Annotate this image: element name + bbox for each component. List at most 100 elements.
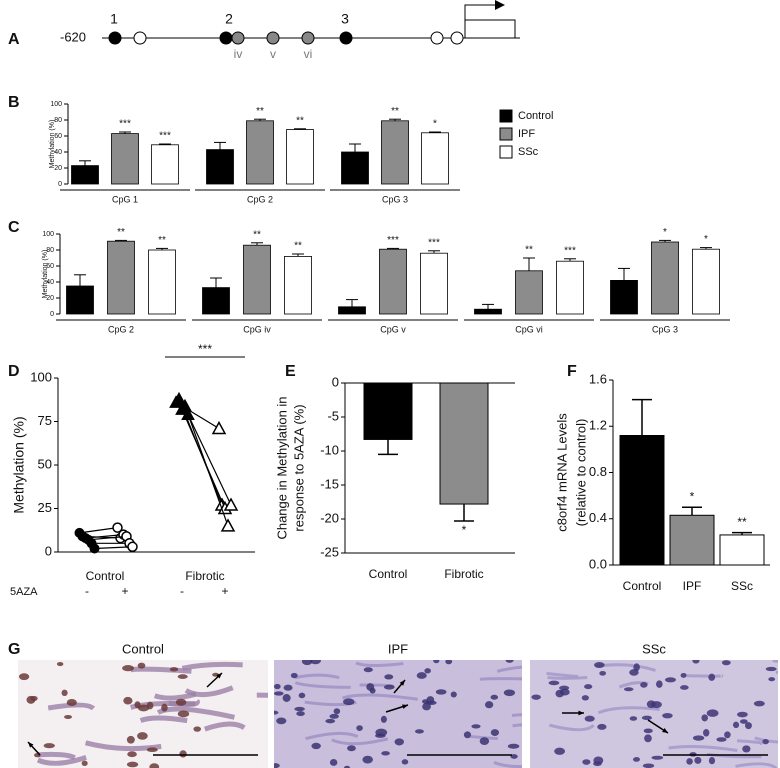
- site-letter: vi: [304, 47, 313, 61]
- point-after: [112, 522, 123, 533]
- x-tick-label: Control: [623, 579, 662, 593]
- nucleus: [414, 729, 424, 734]
- nucleus: [490, 729, 499, 737]
- y-axis-title: Change in Methylation in: [274, 396, 289, 539]
- micrograph-title: Control: [122, 641, 164, 656]
- nucleus: [762, 739, 769, 745]
- bar: [610, 279, 638, 315]
- nucleus: [61, 689, 68, 697]
- bar: [692, 248, 720, 315]
- fiber: [547, 675, 588, 680]
- fiber: [36, 755, 87, 766]
- nucleus: [716, 737, 727, 742]
- x-tick-label: CpG 3: [652, 324, 678, 334]
- significance: *: [433, 119, 437, 130]
- nucleus: [599, 670, 607, 676]
- x-tick-label: Fibrotic: [444, 567, 483, 581]
- nucleus: [401, 759, 409, 765]
- micrograph: [274, 660, 522, 768]
- nucleus: [329, 713, 339, 719]
- treatment-level: -: [180, 584, 184, 598]
- significance: ***: [387, 235, 399, 246]
- bar: [284, 255, 312, 315]
- y-tick-label: 60: [54, 133, 62, 140]
- nucleus: [347, 745, 356, 752]
- y-axis-title: response to 5AZA (%): [291, 404, 306, 531]
- nucleus: [642, 763, 655, 768]
- nucleus: [559, 685, 570, 691]
- significance: **: [117, 227, 125, 238]
- nucleus: [177, 710, 190, 718]
- fiber: [305, 731, 359, 741]
- nucleus: [435, 689, 447, 695]
- nucleus: [559, 688, 570, 696]
- y-tick-label: 0: [332, 374, 339, 389]
- y-tick-label: 0: [50, 311, 54, 318]
- y-tick-label: 0.0: [589, 556, 607, 571]
- micrograph: [530, 660, 778, 768]
- y-tick-label: 40: [54, 149, 62, 156]
- micrograph: [18, 660, 268, 768]
- cpg-site: [339, 31, 353, 45]
- panel-label: B: [8, 94, 20, 111]
- nucleus: [450, 691, 457, 698]
- y-tick-label: 100: [50, 101, 62, 108]
- nucleus: [26, 695, 36, 704]
- x-tick-label: IPF: [683, 579, 702, 593]
- nucleus: [692, 735, 705, 741]
- significance: **: [296, 115, 304, 126]
- bar: [515, 270, 543, 315]
- nucleus: [646, 700, 656, 709]
- bar: [420, 252, 448, 315]
- nucleus: [633, 757, 641, 762]
- nucleus: [531, 694, 541, 700]
- nucleus: [629, 716, 638, 721]
- nucleus: [640, 681, 648, 688]
- treatment-level: +: [121, 584, 128, 598]
- nucleus: [753, 700, 765, 707]
- fiber: [496, 665, 522, 673]
- y-tick-label: 1.2: [589, 418, 607, 433]
- bar: [669, 514, 715, 566]
- nucleus: [554, 747, 566, 755]
- nucleus: [81, 760, 88, 767]
- fiber: [549, 723, 595, 732]
- bar: [719, 534, 765, 566]
- significance: **: [256, 106, 264, 117]
- arrowhead: [402, 704, 408, 709]
- nucleus: [301, 660, 313, 666]
- nucleus: [309, 660, 321, 665]
- site-number: 2: [225, 11, 233, 27]
- y-tick-label: -25: [320, 544, 339, 559]
- bar: [246, 120, 274, 185]
- y-tick-label: 20: [46, 295, 54, 302]
- fiber: [737, 739, 763, 746]
- nucleus: [484, 701, 494, 709]
- site-number: 1: [110, 11, 118, 27]
- fiber: [84, 740, 162, 752]
- fiber: [47, 702, 96, 711]
- cpg-site: [108, 31, 122, 45]
- significance: *: [462, 523, 467, 537]
- bar: [151, 144, 179, 185]
- point-before: [89, 543, 100, 554]
- y-tick-label: -5: [327, 408, 339, 423]
- pair-line: [94, 546, 133, 550]
- nucleus: [43, 743, 55, 749]
- x-tick-label: CpG vi: [515, 324, 543, 334]
- point-after: [127, 541, 138, 553]
- fiber: [493, 760, 522, 768]
- nucleus: [137, 732, 148, 740]
- bar: [651, 241, 679, 315]
- fiber: [156, 706, 235, 720]
- y-axis-title: c8orf4 mRNA Levels: [554, 413, 569, 532]
- fiber: [735, 762, 778, 768]
- nucleus: [490, 694, 499, 700]
- arrowhead: [662, 728, 668, 733]
- bar: [206, 149, 234, 185]
- fiber: [754, 736, 778, 744]
- fiber: [479, 677, 522, 681]
- nucleus: [146, 747, 158, 753]
- nucleus: [123, 696, 133, 705]
- arrowhead: [216, 673, 222, 679]
